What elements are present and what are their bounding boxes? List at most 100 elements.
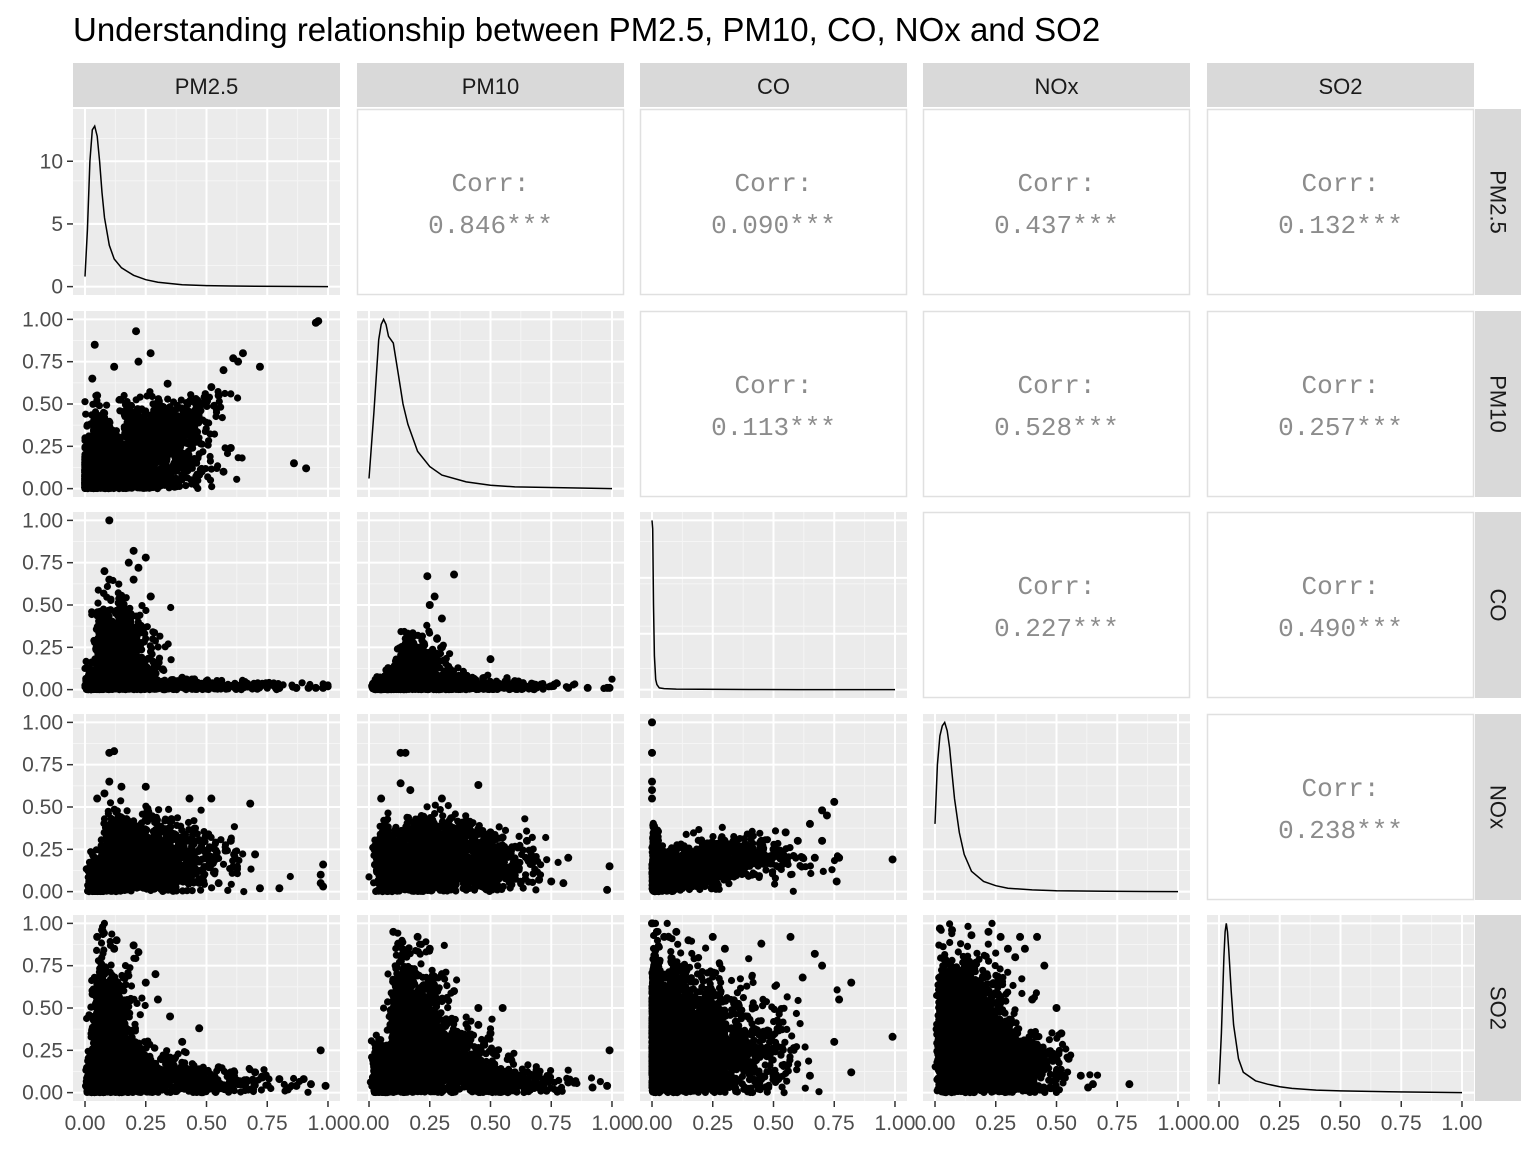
scatter-point: [138, 471, 145, 478]
scatter-point: [172, 483, 179, 490]
scatter-point: [207, 383, 215, 391]
column-strip-label: CO: [757, 74, 790, 99]
scatter-point: [101, 410, 108, 417]
scatter-point: [239, 349, 247, 357]
scatter-point: [86, 463, 93, 470]
scatter-point: [215, 392, 223, 400]
scatter-point: [137, 433, 144, 440]
scatter-point: [208, 466, 215, 473]
scatter-point: [135, 454, 142, 461]
scatter-point: [185, 441, 192, 448]
row-strip-label: NOx: [1486, 785, 1511, 829]
scatter-point: [178, 418, 185, 425]
column-strip-label: PM2.5: [175, 74, 239, 99]
scatter-point: [176, 442, 183, 449]
scatter-point: [195, 412, 202, 419]
scatter-point: [170, 422, 177, 429]
scatter-point: [126, 413, 133, 420]
scatter-point: [95, 414, 102, 421]
panel-grid: PM2.5 PM10 CO NOx SO2PM2.5PM10CONOxSO2Corr:0…: [22, 63, 1521, 1135]
scatter-point: [91, 341, 99, 349]
row-strip-label: CO: [1486, 589, 1511, 622]
scatter-point: [170, 408, 177, 415]
scatter-point: [99, 443, 106, 450]
scatter-point: [107, 443, 114, 450]
scatter-point: [200, 400, 208, 408]
scatter-point: [102, 485, 109, 492]
scatter-point: [188, 480, 195, 487]
scatter-point: [101, 459, 108, 466]
scatter-point: [152, 450, 159, 457]
scatter-point: [84, 452, 91, 459]
scatter-point: [256, 363, 264, 371]
scatter-point: [220, 366, 228, 374]
scatter-point: [290, 459, 298, 467]
scatter-point: [182, 432, 189, 439]
scatter-point: [88, 375, 96, 383]
scatter-point: [172, 468, 179, 475]
scatter-point: [102, 427, 109, 434]
scatter-point: [129, 471, 136, 478]
scatter-point: [155, 395, 162, 402]
scatter-point: [179, 450, 186, 457]
scatter-point: [89, 401, 96, 408]
scatter-point: [194, 485, 201, 492]
scatter-point: [104, 583, 111, 590]
scatter-point: [180, 472, 187, 479]
scatter-point: [302, 464, 310, 472]
scatter-point: [83, 423, 90, 430]
scatter-point: [91, 452, 98, 459]
column-strip-label: SO2: [1318, 74, 1362, 99]
scatter-point: [137, 394, 144, 401]
scatter-point: [110, 363, 118, 371]
scatter-point: [103, 402, 110, 409]
scatter-point: [142, 407, 149, 414]
scatter-point: [233, 476, 240, 483]
scatter-point: [134, 358, 142, 366]
scatter-point: [88, 438, 95, 445]
scatter-point: [139, 478, 146, 485]
scatter-point: [227, 390, 234, 397]
scatter-point: [104, 471, 111, 478]
scatter-point: [88, 471, 95, 478]
scatter-point: [94, 600, 101, 607]
scatter-point: [199, 448, 206, 455]
scatter-point: [198, 440, 205, 447]
scatter-point: [219, 414, 226, 421]
scatter-point: [142, 455, 149, 462]
scatter-point: [191, 433, 198, 440]
scatter-point: [207, 477, 214, 484]
scatter-point: [189, 410, 196, 417]
row-strip-label: PM2.5: [1486, 170, 1511, 234]
scatter-point: [198, 468, 206, 476]
scatter-point: [95, 465, 102, 472]
row-strip-label: SO2: [1486, 986, 1511, 1030]
scatter-point: [234, 394, 241, 401]
scatter-point: [97, 436, 104, 443]
scatter-point: [154, 403, 161, 410]
scatter-point: [159, 474, 167, 482]
scatter-point: [150, 437, 157, 444]
scatter-point: [133, 420, 140, 427]
scatter-point: [213, 409, 220, 416]
scatter-point: [90, 428, 97, 435]
scatter-point: [164, 380, 172, 388]
scatter-point: [171, 459, 179, 467]
scatter-point: [150, 463, 157, 470]
scatter-point: [147, 416, 154, 423]
scatter-point: [178, 404, 185, 411]
scatter-point: [207, 430, 214, 437]
scatter-point: [208, 483, 215, 490]
scatter-point: [143, 392, 150, 399]
scatter-point: [235, 454, 242, 461]
scatter-point: [126, 406, 133, 413]
scatter-point: [116, 396, 123, 403]
scatter-point: [220, 468, 228, 476]
scatter-point: [93, 392, 101, 400]
scatter-point: [205, 437, 212, 444]
scatter-point: [81, 398, 88, 405]
scatter-point: [142, 447, 150, 455]
scatter-point: [180, 463, 187, 470]
scatter-point: [227, 444, 235, 452]
